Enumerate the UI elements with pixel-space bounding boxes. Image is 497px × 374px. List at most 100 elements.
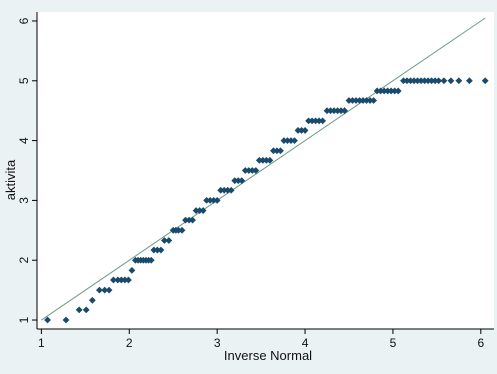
data-point (334, 107, 341, 115)
data-point (345, 97, 353, 104)
data-point (185, 216, 193, 224)
data-point (114, 276, 122, 284)
data-point (125, 276, 132, 284)
data-point (245, 167, 253, 174)
data-point (206, 197, 214, 204)
data-point (323, 107, 331, 115)
y-tick-label: 4 (17, 137, 31, 144)
data-point (349, 97, 356, 104)
data-point (121, 276, 129, 284)
x-axis-title: Inverse Normal (224, 348, 312, 363)
data-point (280, 137, 288, 144)
y-tick-label: 5 (17, 77, 31, 84)
data-point (95, 286, 103, 294)
data-point (231, 177, 239, 185)
data-point (62, 316, 70, 324)
y-tick-label: 6 (17, 17, 31, 24)
data-point (210, 197, 218, 204)
data-point (234, 177, 242, 185)
data-point (481, 77, 489, 85)
data-point (88, 296, 96, 304)
data-point (377, 87, 385, 95)
data-point (287, 137, 295, 144)
data-point (220, 186, 228, 194)
data-point (394, 87, 402, 95)
data-point (440, 77, 448, 85)
x-tick-labels: 1 2 3 4 5 6 (38, 329, 484, 350)
data-point (75, 306, 83, 314)
data-point (196, 207, 203, 214)
data-point (327, 107, 334, 115)
data-point (157, 246, 165, 254)
data-point (266, 156, 274, 164)
data-point (400, 77, 407, 85)
data-point (101, 286, 109, 294)
data-point (248, 167, 256, 174)
data-point (352, 97, 360, 104)
data-point (192, 207, 200, 214)
data-point (421, 77, 428, 85)
data-point (165, 237, 173, 244)
data-point (284, 137, 291, 144)
x-tick-label: 2 (126, 336, 133, 350)
data-point (403, 77, 411, 85)
data-point (178, 226, 186, 234)
data-point (435, 77, 443, 85)
data-point (105, 286, 113, 294)
x-tick-label: 1 (38, 336, 45, 350)
data-point (465, 77, 473, 85)
data-point (301, 127, 309, 134)
data-point (417, 77, 425, 85)
data-point (175, 226, 182, 234)
y-tick-label: 1 (17, 316, 31, 323)
data-point (366, 97, 374, 104)
data-point (305, 117, 312, 125)
data-point (273, 147, 281, 155)
x-tick-label: 5 (390, 336, 397, 350)
data-point (147, 256, 155, 264)
data-point (213, 197, 221, 204)
data-point (252, 167, 260, 174)
data-point (199, 207, 207, 214)
x-tick-label: 6 (477, 336, 484, 350)
x-tick-label: 3 (214, 336, 221, 350)
data-point (414, 77, 421, 85)
data-point (238, 177, 246, 185)
axes (36, 12, 494, 330)
data-point (431, 77, 439, 85)
data-point (298, 127, 305, 134)
data-point (447, 77, 455, 85)
data-point (150, 246, 158, 254)
plot-area (37, 12, 494, 329)
data-point (262, 156, 270, 164)
data-point (428, 77, 436, 85)
y-tick-label: 3 (17, 197, 31, 204)
data-point (424, 77, 432, 85)
data-point (82, 306, 90, 314)
data-point (410, 77, 418, 85)
data-point (387, 87, 395, 95)
data-point (203, 197, 211, 204)
data-point (110, 276, 117, 284)
data-point (308, 117, 316, 125)
points-group (44, 77, 489, 324)
data-point (330, 107, 338, 115)
y-axis-title: aktivita (3, 159, 18, 200)
data-point (270, 147, 277, 155)
data-point (315, 117, 323, 125)
reference-line-group (41, 17, 486, 321)
data-point (259, 156, 267, 164)
data-point (356, 97, 363, 104)
data-point (337, 107, 345, 115)
data-point (44, 316, 51, 324)
data-point (384, 87, 392, 95)
data-point (363, 97, 370, 104)
y-tick-labels: 1 2 3 4 5 6 (17, 17, 37, 323)
data-point (224, 186, 232, 194)
data-point (117, 276, 125, 284)
data-point (277, 147, 284, 155)
y-tick-label: 2 (17, 257, 31, 264)
data-point (455, 77, 463, 85)
